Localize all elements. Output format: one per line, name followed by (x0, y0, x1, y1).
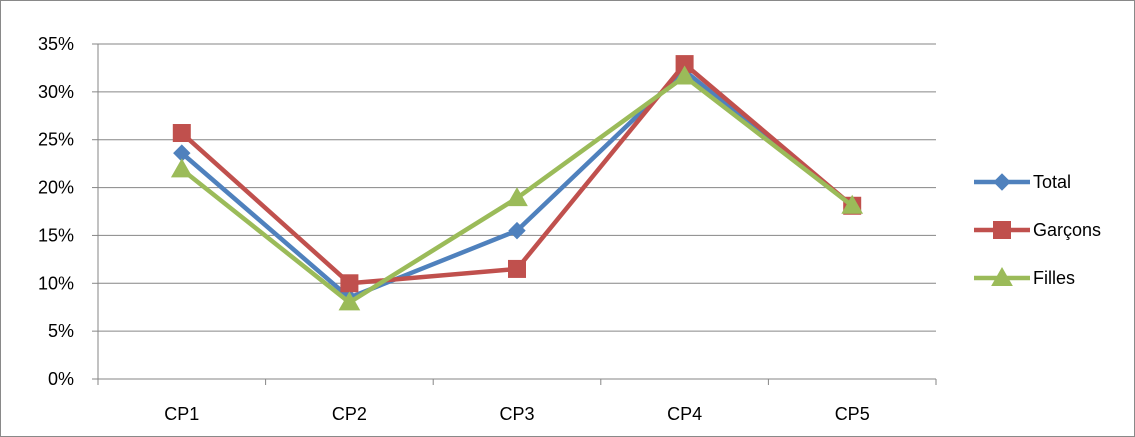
data-point (172, 124, 191, 143)
legend-item: Garçons (974, 220, 1101, 240)
y-tick-label: 10% (38, 273, 74, 293)
legend-marker (991, 266, 1013, 286)
data-point (841, 194, 864, 214)
legend: Total Garçons Filles (974, 172, 1101, 288)
legend-item: Filles (974, 266, 1075, 288)
y-tick-label: 30% (38, 82, 74, 102)
y-tick-label: 5% (48, 321, 74, 341)
y-tick-label: 0% (48, 369, 74, 389)
y-tick-label: 25% (38, 130, 74, 150)
data-point (506, 187, 528, 207)
y-tick-label: 15% (38, 225, 74, 245)
x-tick-label: CP4 (667, 404, 702, 424)
legend-marker (993, 221, 1011, 239)
data-point (673, 65, 696, 85)
data-point (340, 274, 359, 293)
series-filles (170, 65, 864, 311)
legend-marker (993, 173, 1011, 191)
y-tick-label: 20% (38, 178, 74, 198)
x-tick-label: CP5 (835, 404, 870, 424)
legend-label: Garçons (1033, 220, 1101, 240)
data-point (338, 291, 361, 311)
data-point (508, 259, 526, 278)
x-tick-label: CP1 (164, 404, 199, 424)
series-layer (170, 55, 864, 311)
legend-item: Total (974, 172, 1071, 192)
data-point (508, 221, 526, 240)
axes: 0% 5% 10% 15% 20% 25% 30% 35% CP1 CP2 CP3 CP4 CP5 (38, 34, 937, 424)
x-tick-label: CP3 (499, 404, 534, 424)
data-point (170, 158, 193, 178)
y-tick-label: 35% (38, 34, 74, 54)
x-tick-label: CP2 (332, 404, 367, 424)
legend-label: Filles (1033, 268, 1075, 288)
legend-label: Total (1033, 172, 1071, 192)
